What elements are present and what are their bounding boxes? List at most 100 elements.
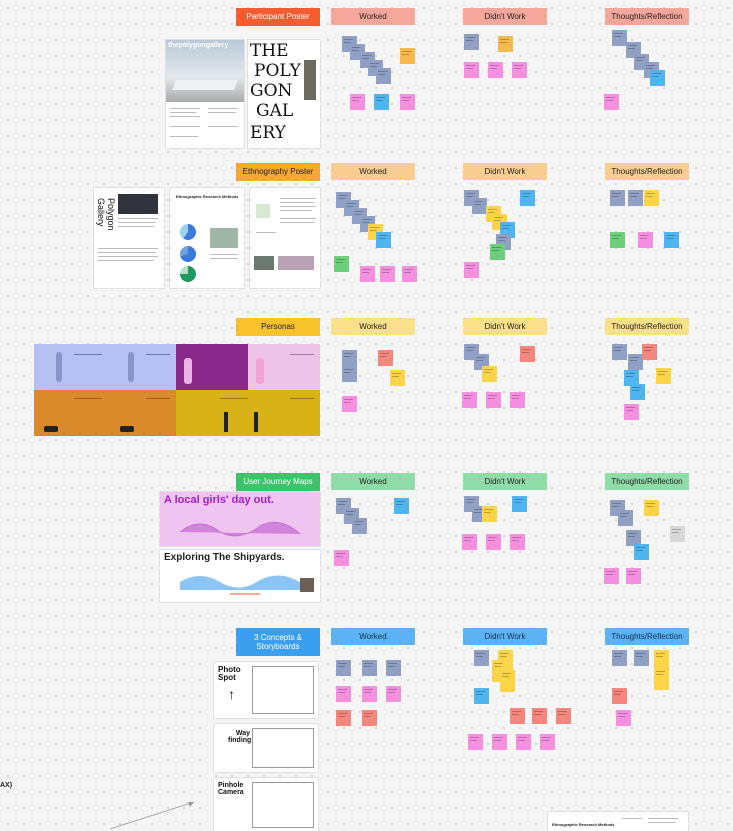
sticky-note[interactable] xyxy=(380,266,395,282)
sticky-note[interactable] xyxy=(378,350,393,366)
sticky-note[interactable] xyxy=(516,734,531,750)
sticky-note[interactable] xyxy=(510,534,525,550)
sticky-note[interactable] xyxy=(656,368,671,384)
sticky-note[interactable] xyxy=(386,660,401,676)
sticky-note[interactable] xyxy=(376,68,391,84)
sticky-note[interactable] xyxy=(362,686,377,702)
sticky-note[interactable] xyxy=(638,232,653,248)
sticky-note[interactable] xyxy=(474,688,489,704)
sticky-note[interactable] xyxy=(604,568,619,584)
sticky-note[interactable] xyxy=(390,370,405,386)
sticky-note[interactable] xyxy=(634,544,649,560)
sticky-note[interactable] xyxy=(650,70,665,86)
sticky-note[interactable] xyxy=(512,496,527,512)
concept-way-finding[interactable]: Way finding xyxy=(214,724,318,772)
sticky-note[interactable] xyxy=(510,708,525,724)
column-header-worked-4[interactable]: Worked xyxy=(331,628,415,645)
personas-board[interactable] xyxy=(34,344,320,436)
sticky-note[interactable] xyxy=(336,686,351,702)
sticky-note[interactable] xyxy=(472,198,487,214)
sticky-note[interactable] xyxy=(352,518,367,534)
sticky-note[interactable] xyxy=(334,256,349,272)
sticky-note[interactable] xyxy=(618,510,633,526)
sticky-note[interactable] xyxy=(612,688,627,704)
sticky-note[interactable] xyxy=(634,650,649,666)
sticky-note[interactable] xyxy=(462,392,477,408)
sticky-note[interactable] xyxy=(626,530,641,546)
column-header-worked-2[interactable]: Worked xyxy=(331,318,415,335)
sticky-note[interactable] xyxy=(616,710,631,726)
journey-map-2[interactable]: Exploring The Shipyards. xyxy=(160,550,320,602)
journey-map-1[interactable]: A local girls' day out. xyxy=(160,492,320,546)
row-header-2[interactable]: Personas xyxy=(236,318,320,336)
sticky-note[interactable] xyxy=(644,500,659,516)
sticky-note[interactable] xyxy=(520,346,535,362)
sticky-note[interactable] xyxy=(336,660,351,676)
sticky-note[interactable] xyxy=(624,370,639,386)
column-header-didnt-2[interactable]: Didn't Work xyxy=(463,318,547,335)
column-header-worked-1[interactable]: Worked xyxy=(331,163,415,180)
participant-poster-thumb-1[interactable]: thepolygongallery xyxy=(166,40,244,148)
sticky-note[interactable] xyxy=(630,384,645,400)
sticky-note[interactable] xyxy=(464,62,479,78)
sticky-note[interactable] xyxy=(474,650,489,666)
sticky-note[interactable] xyxy=(342,396,357,412)
sticky-note[interactable] xyxy=(464,262,479,278)
sticky-note[interactable] xyxy=(362,710,377,726)
sticky-note[interactable] xyxy=(336,710,351,726)
column-header-didnt-3[interactable]: Didn't Work xyxy=(463,473,547,490)
sticky-note[interactable] xyxy=(610,190,625,206)
sticky-note[interactable] xyxy=(400,94,415,110)
sticky-note[interactable] xyxy=(624,404,639,420)
row-header-1[interactable]: Ethnography Poster xyxy=(236,163,320,181)
sticky-note[interactable] xyxy=(628,354,643,370)
sticky-note[interactable] xyxy=(400,48,415,64)
row-header-0[interactable]: Participant Poster xyxy=(236,8,320,26)
sticky-note[interactable] xyxy=(512,62,527,78)
ethnography-poster-thumb-2[interactable]: Ethnographic Research Methods xyxy=(170,188,244,288)
column-header-worked-0[interactable]: Worked xyxy=(331,8,415,25)
column-header-didnt-1[interactable]: Didn't Work xyxy=(463,163,547,180)
concept-pinhole-camera[interactable]: Pinhole Camera xyxy=(214,778,318,831)
sticky-note[interactable] xyxy=(664,232,679,248)
sticky-note[interactable] xyxy=(642,344,657,360)
sticky-note[interactable] xyxy=(612,30,627,46)
sticky-note[interactable] xyxy=(498,36,513,52)
sticky-note[interactable] xyxy=(360,266,375,282)
column-header-thoughts-0[interactable]: Thoughts/Reflection xyxy=(605,8,689,25)
sticky-note[interactable] xyxy=(654,650,669,672)
sticky-note[interactable] xyxy=(468,734,483,750)
row-header-4[interactable]: 3 Concepts & Storyboards xyxy=(236,628,320,656)
column-header-didnt-4[interactable]: Didn't Work xyxy=(463,628,547,645)
sticky-note[interactable] xyxy=(402,266,417,282)
sticky-note[interactable] xyxy=(532,708,547,724)
sticky-note[interactable] xyxy=(540,734,555,750)
sticky-note[interactable] xyxy=(556,708,571,724)
ethnography-poster-thumb-1[interactable]: Polygon Gallery xyxy=(94,188,164,288)
sticky-note[interactable] xyxy=(604,94,619,110)
sticky-note[interactable] xyxy=(386,686,401,702)
sticky-note[interactable] xyxy=(486,392,501,408)
column-header-thoughts-2[interactable]: Thoughts/Reflection xyxy=(605,318,689,335)
participant-poster-thumb-2[interactable]: THE POLY GON GAL ERY xyxy=(248,40,320,148)
sticky-note[interactable] xyxy=(628,190,643,206)
sticky-note[interactable] xyxy=(612,344,627,360)
sticky-note[interactable] xyxy=(334,550,349,566)
ethnography-poster-thumb-3[interactable] xyxy=(250,188,320,288)
sticky-note[interactable] xyxy=(464,34,479,50)
sticky-note[interactable] xyxy=(342,366,357,382)
sticky-note[interactable] xyxy=(376,232,391,248)
sticky-note[interactable] xyxy=(342,350,357,366)
sticky-note[interactable] xyxy=(490,244,505,260)
sticky-note[interactable] xyxy=(644,190,659,206)
column-header-thoughts-4[interactable]: Thoughts/Reflection xyxy=(605,628,689,645)
concept-photo-spot[interactable]: Photo Spot ↑ xyxy=(214,662,318,718)
column-header-didnt-0[interactable]: Didn't Work xyxy=(463,8,547,25)
sticky-note[interactable] xyxy=(488,62,503,78)
sticky-note[interactable] xyxy=(670,526,685,542)
sticky-note[interactable] xyxy=(500,670,515,692)
sticky-note[interactable] xyxy=(486,534,501,550)
bottom-document[interactable]: Ethnographic Research Methods xyxy=(548,812,688,831)
row-header-3[interactable]: User Journey Maps xyxy=(236,473,320,491)
sticky-note[interactable] xyxy=(492,734,507,750)
